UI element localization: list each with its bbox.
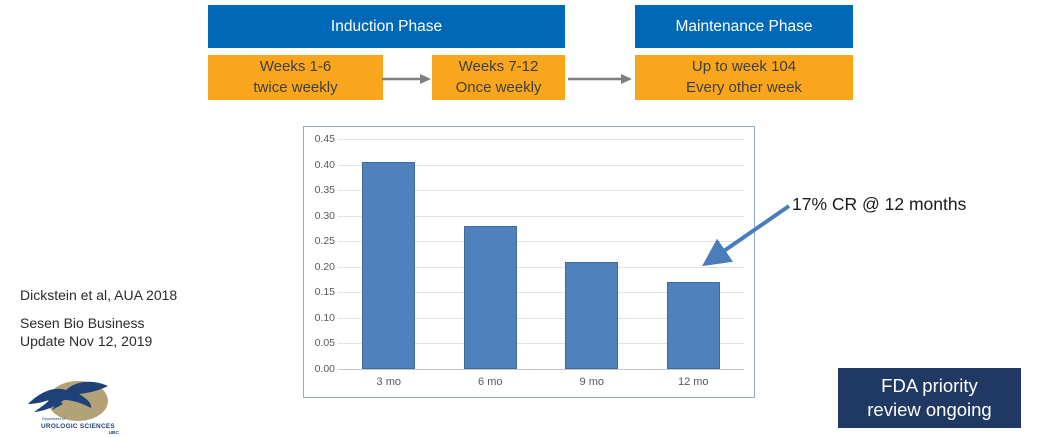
urologic-sciences-logo: Department of UROLOGIC SCIENCES UBC [28, 381, 120, 436]
chart-bar-3-mo [362, 162, 416, 369]
citation-sesen-line2: Update Nov 12, 2019 [20, 332, 153, 349]
step-line1: Weeks 7-12 [458, 58, 539, 76]
y-axis-tick-label: 0.15 [314, 286, 335, 299]
chart-bar-12-mo [666, 282, 720, 369]
annotation-label: 17% CR @ 12 months [792, 194, 967, 214]
step-box-week-104: Up to week 104 Every other week [635, 55, 853, 100]
step-box-weeks-7-12: Weeks 7-12 Once weekly [432, 55, 565, 100]
chart-gridline [338, 190, 744, 192]
x-axis-tick-label: 3 mo [376, 376, 401, 388]
x-axis-tick-label: 6 mo [478, 376, 503, 388]
step-line2: Once weekly [455, 78, 542, 96]
step-line1: Up to week 104 [691, 58, 797, 76]
y-axis-tick-label: 0.00 [314, 363, 335, 375]
bar-chart: 0.00 0.05 0.10 0.15 0.20 0.25 0.30 0.35 0.40 0.45… [303, 126, 755, 398]
x-axis-tick-label: 12 mo [677, 376, 709, 388]
step-line2: Every other week [686, 78, 802, 96]
step-line1: Weeks 1-6 [259, 58, 332, 76]
maintenance-phase-label: Maintenance Phase [675, 17, 813, 35]
eagle-icon [28, 381, 108, 412]
y-axis-tick-label: 0.05 [314, 337, 335, 350]
chart-gridline [338, 164, 744, 166]
y-axis-tick-label: 0.30 [314, 209, 335, 222]
right-arrow-icon [382, 74, 431, 84]
logo-dept-label: Department of [42, 417, 65, 421]
y-axis-tick-label: 0.40 [314, 158, 335, 171]
logo-sub-label: UBC [109, 430, 120, 436]
step-box-weeks-1-6: Weeks 1-6 twice weekly [208, 55, 383, 100]
y-axis-tick-label: 0.35 [314, 184, 335, 197]
citation-sesen: Sesen Bio Business Update Nov 12, 2019 [20, 315, 152, 350]
induction-phase-label: Induction Phase [330, 17, 443, 35]
right-arrow-icon [568, 74, 632, 84]
logo-org-label: UROLOGIC SCIENCES [41, 423, 115, 430]
citation-sesen-line1: Sesen Bio Business [20, 315, 145, 331]
fda-line2: review ongoing [867, 399, 992, 420]
annotation-arrow-icon [702, 204, 791, 267]
step-line2: twice weekly [253, 78, 338, 96]
maintenance-phase-header: Maintenance Phase [635, 5, 853, 48]
x-axis-tick-label: 9 mo [579, 376, 604, 388]
citation-aua: Dickstein et al, AUA 2018 [20, 287, 178, 303]
y-axis-tick-label: 0.20 [314, 260, 335, 273]
y-axis-tick-label: 0.25 [314, 235, 335, 248]
chart-gridline [338, 292, 744, 294]
chart-gridline [338, 343, 744, 345]
chart-gridline [338, 139, 744, 140]
y-axis-tick-label: 0.45 [314, 133, 335, 145]
chart-gridline [338, 241, 744, 243]
chart-bar-6-mo [463, 225, 517, 369]
chart-gridline [338, 369, 744, 370]
chart-gridline [338, 215, 744, 217]
chart-bar-9-mo [565, 261, 619, 369]
fda-line1: FDA priority [881, 374, 978, 396]
chart-gridline [338, 266, 744, 268]
induction-phase-header: Induction Phase [208, 5, 565, 48]
fda-priority-review-callout: FDA priority review ongoing [838, 368, 1021, 428]
chart-gridline [338, 317, 744, 319]
y-axis-tick-label: 0.10 [314, 311, 335, 324]
eagle-tail [52, 400, 63, 410]
